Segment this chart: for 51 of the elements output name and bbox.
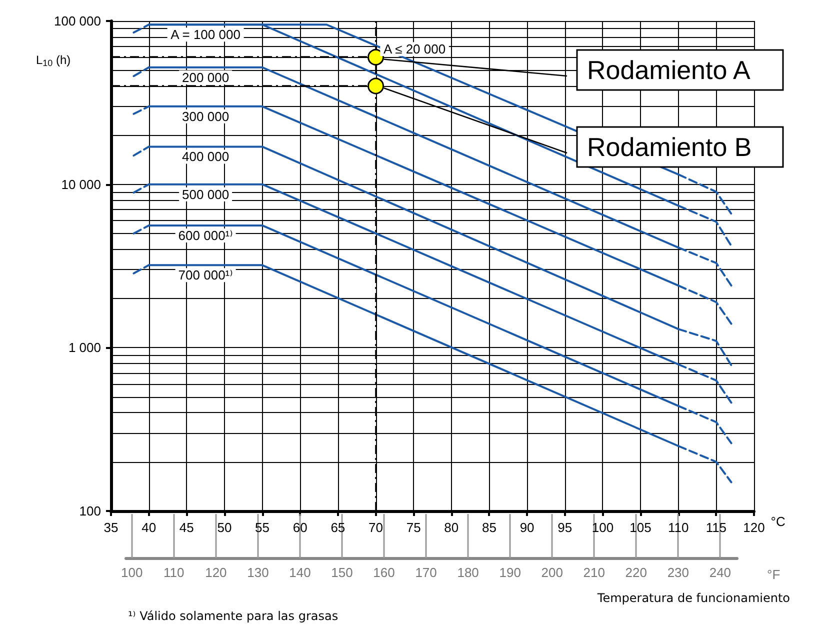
x2-tick-label: 130	[247, 565, 269, 580]
x-tick-label: 80	[444, 520, 459, 535]
series-label: 300 000	[182, 108, 230, 124]
x-tick-label: 90	[520, 520, 534, 535]
series-label: A ≤ 20 000	[383, 42, 446, 57]
x-tick-label: 85	[482, 520, 496, 535]
x-tick-label: 120	[743, 520, 765, 535]
x-tick-label: 70	[368, 520, 383, 535]
x2-tick-label: 160	[373, 565, 395, 580]
series-label: 200 000	[182, 70, 230, 85]
y-tick-label: 1 000	[68, 340, 101, 356]
series-label: 500 000	[182, 186, 230, 202]
x2-tick-label: 190	[499, 565, 521, 580]
text: Temperatura de funcionamiento	[596, 591, 790, 605]
x2-tick-label: 120	[205, 565, 227, 580]
x2-tick-label: 100	[121, 565, 143, 580]
series-label: A = 100 000	[170, 27, 240, 42]
x-tick-label: 65	[330, 520, 346, 535]
x2-tick-label: 180	[457, 565, 479, 580]
x2-tick-label: 220	[625, 565, 647, 580]
y-tick-label: 100	[79, 504, 101, 518]
series-label: 600 000¹⁾	[178, 228, 233, 243]
x-tick-label: 50	[217, 520, 232, 535]
x-tick-label: 55	[255, 520, 270, 535]
annotation: Rodamiento B	[587, 132, 752, 162]
x-tick-label: 75	[406, 520, 421, 535]
x2-tick-label: 150	[331, 565, 353, 580]
x-tick-label: 115	[706, 520, 727, 535]
x2-tick-label: 110	[164, 565, 184, 580]
x-tick-label: 105	[630, 520, 652, 535]
series-label: 400 000	[182, 149, 230, 164]
x-tick-label: 100	[592, 520, 614, 535]
series-label: 700 000¹⁾	[178, 268, 233, 283]
x2-tick-label: 170	[415, 565, 437, 580]
x2-tick-label: 240	[709, 565, 732, 580]
x-tick-label: 95	[558, 520, 572, 535]
x-tick-label: 45	[179, 520, 194, 535]
x2-axis-title: °F	[767, 567, 780, 582]
x2-tick-label: 230	[667, 565, 690, 580]
y-tick-label: 10 000	[61, 176, 101, 192]
x2-tick-label: 210	[583, 565, 605, 580]
y-tick-label: 100 000	[54, 14, 101, 28]
x2-tick-label: 140	[289, 565, 311, 580]
text: ¹⁾ Válido solamente para las grasas	[128, 609, 338, 623]
annotation: Rodamiento A	[587, 55, 751, 85]
x-axis-title: °C	[770, 514, 786, 529]
x-tick-label: 40	[142, 520, 156, 535]
x-tick-label: 60	[292, 520, 308, 535]
x-tick-label: 110	[668, 520, 689, 535]
x2-tick-label: 200	[541, 565, 563, 580]
x-tick-label: 35	[104, 520, 118, 535]
